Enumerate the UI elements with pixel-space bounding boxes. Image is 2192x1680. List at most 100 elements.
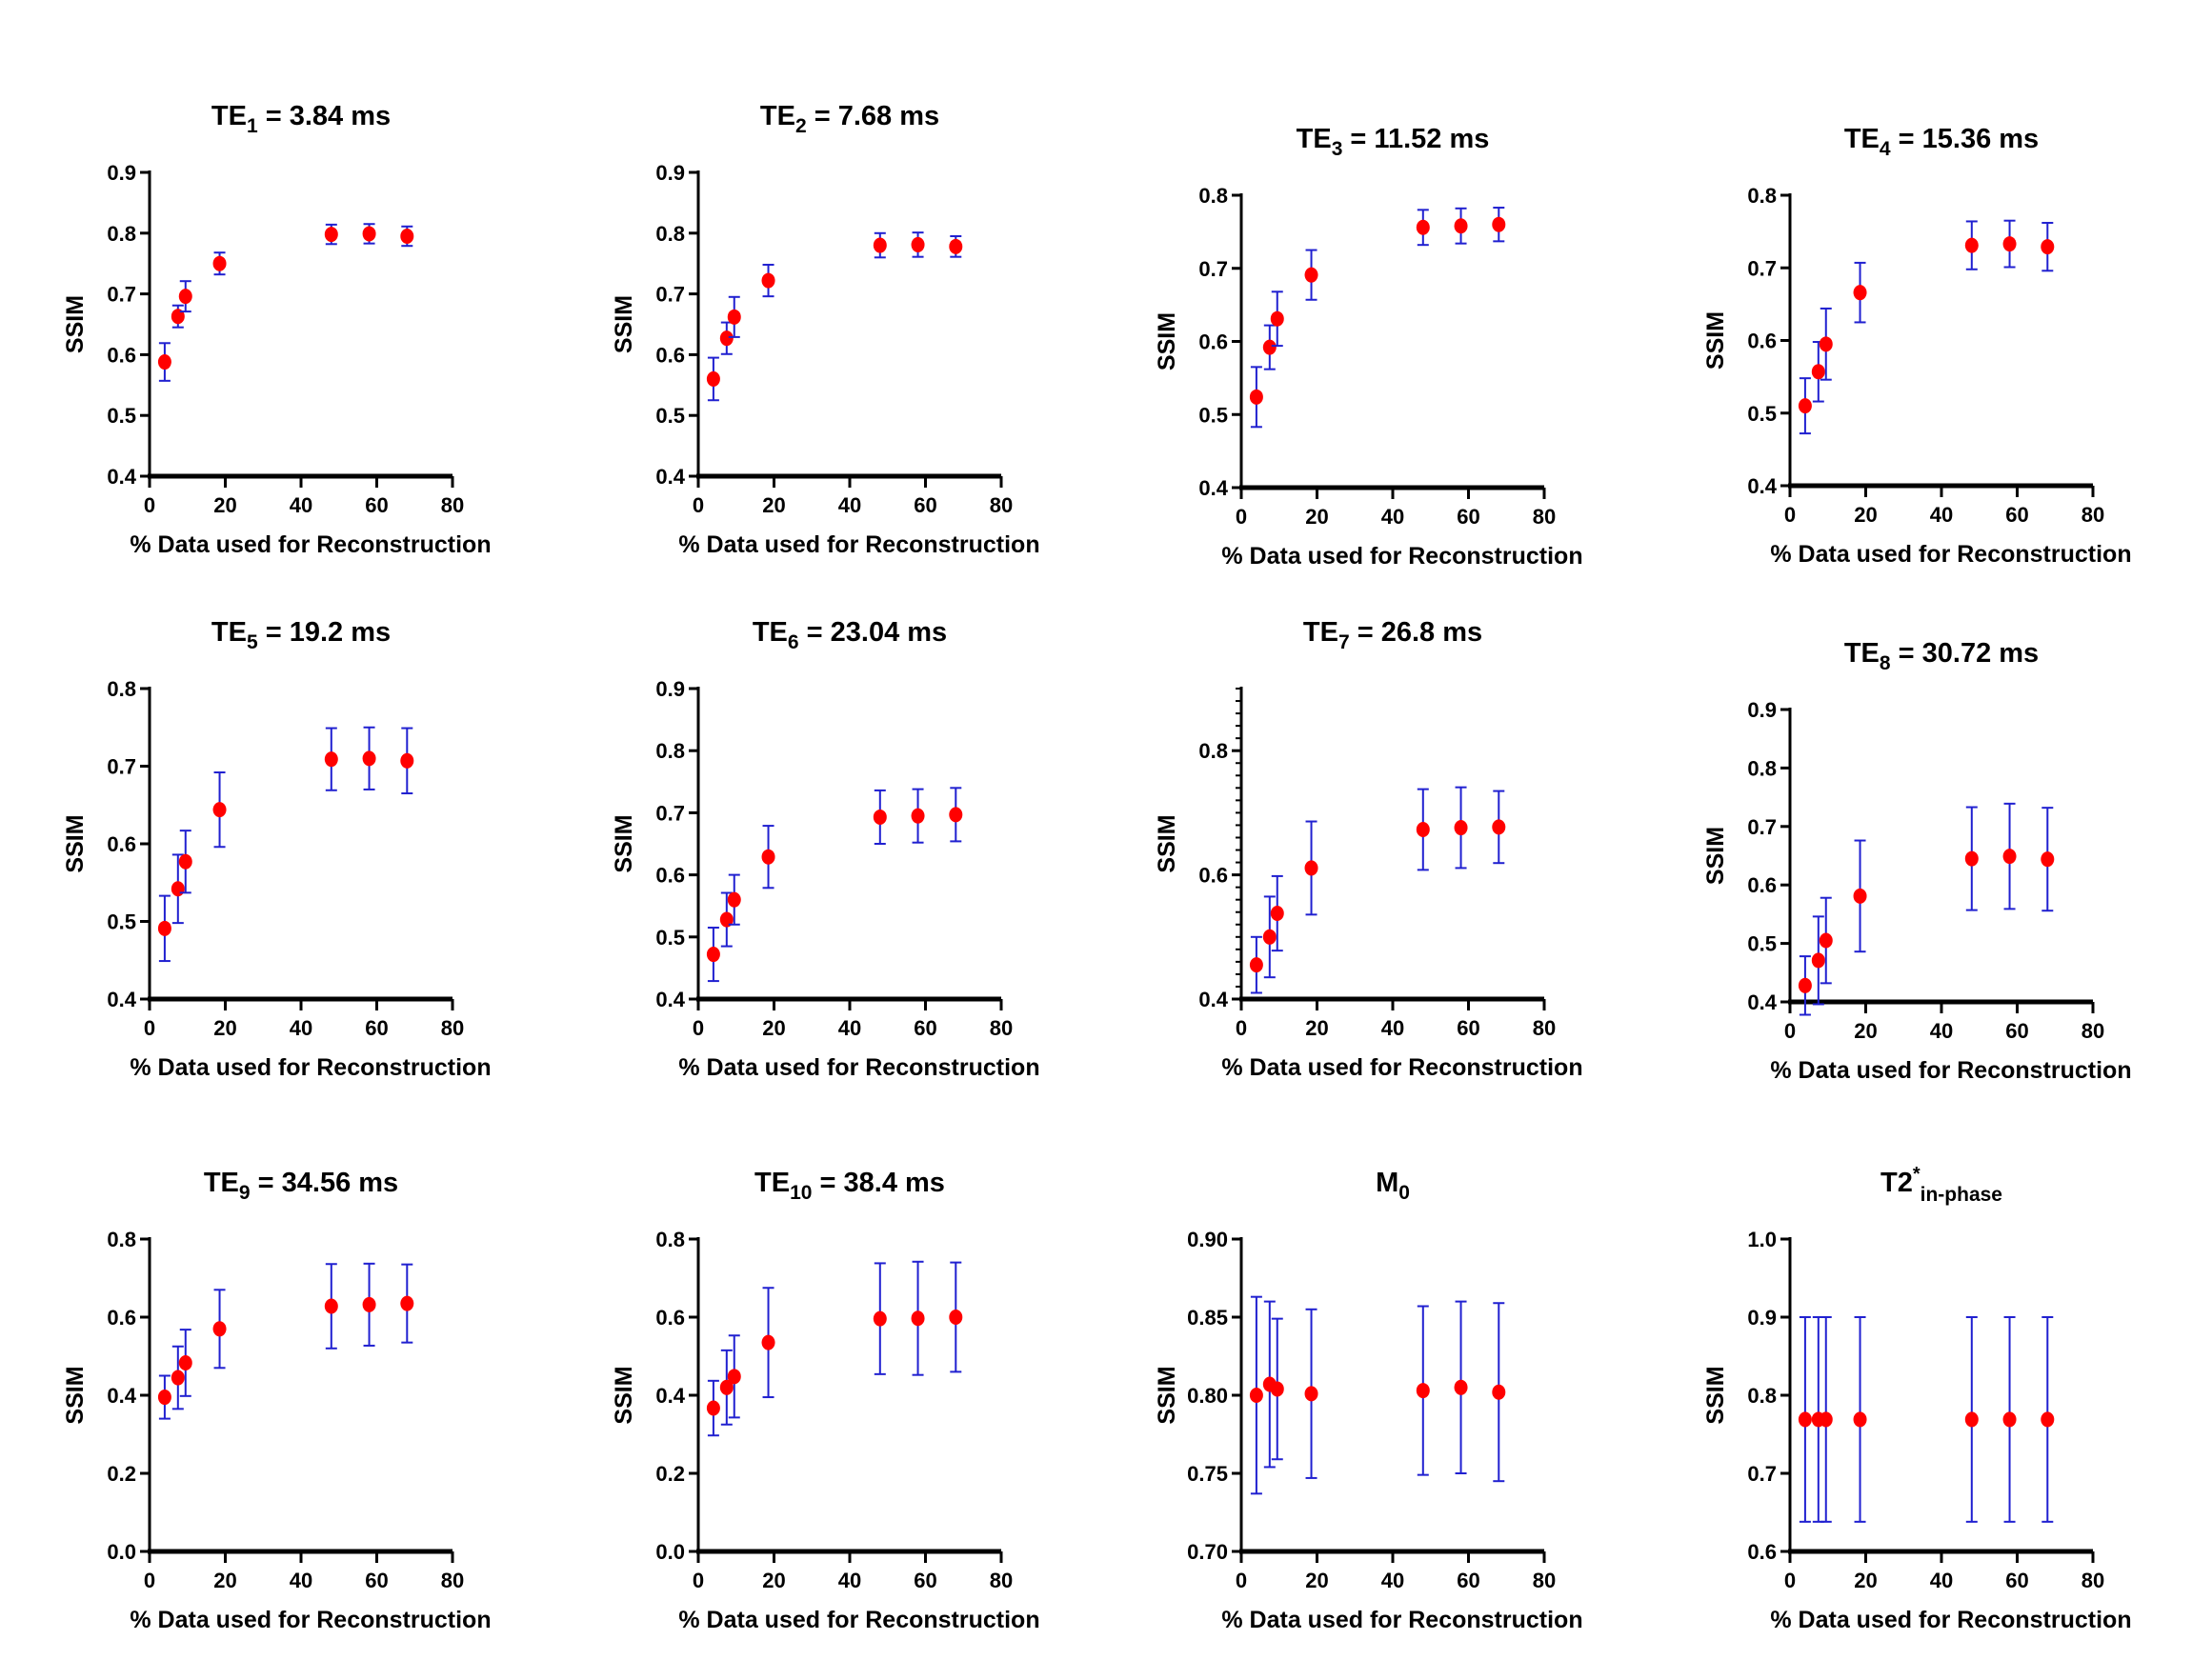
x-tick-label: 60 (1457, 505, 1479, 529)
y-tick-label: 0.6 (107, 832, 136, 856)
chart-title: T2*in-phase (1880, 1164, 2002, 1206)
data-point (2002, 849, 2017, 865)
y-tick-label: 0.6 (655, 343, 685, 367)
x-tick-label: 40 (290, 493, 312, 517)
x-tick-label: 40 (838, 493, 861, 517)
data-point (2041, 239, 2055, 255)
data-point (1819, 932, 1833, 949)
data-point (1249, 389, 1263, 405)
x-tick-label: 60 (365, 1569, 388, 1592)
chart-panel-8: TE8 = 30.72 ms 0.4 0.5 0.6 0.7 0.8 0.9 0 20 40 60 8… (1702, 638, 2132, 1084)
data-point (2041, 851, 2055, 868)
y-tick-label: 0.5 (107, 404, 136, 428)
data-point (1819, 336, 1833, 352)
data-point (1304, 267, 1318, 283)
data-point (873, 809, 887, 825)
x-axis-label: % Data used for Reconstruction (678, 531, 1039, 558)
x-tick-label: 20 (762, 493, 785, 517)
chart-title: TE9 = 34.56 ms (204, 1168, 398, 1204)
data-point (2041, 1411, 2055, 1428)
y-tick-label: 0.8 (1198, 739, 1228, 763)
x-tick-label: 0 (144, 1016, 155, 1040)
x-tick-label: 0 (1236, 1569, 1247, 1592)
x-tick-label: 0 (1784, 1019, 1796, 1043)
data-point (1811, 952, 1825, 969)
x-tick-label: 0 (693, 1016, 704, 1040)
chart-title: TE3 = 11.52 ms (1297, 124, 1490, 160)
y-axis-label: SSIM (1702, 1366, 1729, 1424)
data-point (1853, 285, 1867, 301)
chart-panel-1: TE1 = 3.84 ms 0.4 0.5 0.6 0.7 0.8 0.9 0 20 40 60 80… (62, 101, 492, 558)
data-point (362, 750, 376, 767)
y-tick-label: 0.8 (107, 677, 136, 701)
y-tick-label: 0.6 (655, 1306, 685, 1330)
y-tick-label: 0.6 (1198, 330, 1228, 354)
x-tick-label: 20 (1854, 1569, 1877, 1592)
data-point (157, 1390, 171, 1406)
x-tick-label: 20 (1305, 1569, 1328, 1592)
y-tick-label: 0.6 (1198, 864, 1228, 888)
data-point (1262, 929, 1277, 945)
x-tick-label: 0 (693, 493, 704, 517)
data-point (1853, 888, 1867, 904)
x-tick-label: 40 (290, 1016, 312, 1040)
y-tick-label: 0.6 (655, 864, 685, 888)
x-tick-label: 60 (365, 493, 388, 517)
data-point (1492, 216, 1506, 232)
y-tick-label: 0.7 (1747, 1462, 1777, 1486)
y-tick-label: 0.4 (107, 1384, 136, 1408)
y-tick-label: 0.8 (1198, 184, 1228, 208)
x-tick-label: 60 (1457, 1016, 1479, 1040)
chart-title: TE7 = 26.8 ms (1303, 617, 1482, 653)
chart-panel-11: M0 0.70 0.75 0.80 0.85 0.90 0 20 40 60 80 % Data us… (1154, 1168, 1583, 1633)
x-tick-label: 40 (1381, 505, 1404, 529)
x-tick-label: 80 (441, 1016, 464, 1040)
data-point (911, 236, 925, 252)
x-tick-label: 0 (144, 493, 155, 517)
data-point (706, 1400, 720, 1416)
x-tick-label: 60 (914, 1569, 936, 1592)
x-tick-label: 40 (1381, 1569, 1404, 1592)
y-tick-label: 0.4 (1747, 474, 1777, 498)
data-point (1964, 850, 1979, 867)
y-tick-label: 0.7 (1747, 256, 1777, 280)
data-point (171, 1370, 185, 1386)
y-tick-label: 0.4 (1747, 990, 1777, 1014)
y-tick-label: 0.9 (655, 161, 685, 185)
data-point (1492, 819, 1506, 835)
data-point (400, 752, 414, 769)
y-tick-label: 0.9 (655, 677, 685, 701)
y-tick-label: 0.9 (107, 161, 136, 185)
x-axis-label: % Data used for Reconstruction (678, 1607, 1039, 1633)
y-axis-label: SSIM (611, 814, 637, 872)
x-tick-label: 0 (1784, 1569, 1796, 1592)
data-point (706, 947, 720, 963)
chart-title: M0 (1376, 1168, 1410, 1204)
data-point (324, 751, 338, 768)
x-tick-label: 60 (914, 1016, 936, 1040)
x-tick-label: 20 (1305, 505, 1328, 529)
x-axis-label: % Data used for Reconstruction (1221, 1607, 1582, 1633)
y-tick-label: 0.4 (655, 988, 685, 1011)
chart-title: TE8 = 30.72 ms (1844, 638, 2039, 674)
y-tick-label: 0.8 (655, 222, 685, 246)
x-tick-label: 80 (441, 493, 464, 517)
y-axis-label: SSIM (62, 814, 89, 872)
x-tick-label: 0 (1784, 503, 1796, 527)
data-point (212, 802, 227, 818)
x-axis-label: % Data used for Reconstruction (678, 1054, 1039, 1081)
data-point (171, 881, 185, 897)
y-tick-label: 0.8 (107, 1228, 136, 1251)
data-point (1798, 1411, 1812, 1428)
data-point (949, 238, 963, 254)
data-point (324, 227, 338, 243)
x-axis-label: % Data used for Reconstruction (1770, 1607, 2131, 1633)
chart-title: TE1 = 3.84 ms (211, 101, 391, 137)
data-point (761, 272, 775, 289)
y-tick-label: 0.7 (655, 801, 685, 825)
y-tick-label: 0.6 (1747, 873, 1777, 897)
y-tick-label: 0.4 (655, 1384, 685, 1408)
x-tick-label: 80 (2081, 1569, 2104, 1592)
chart-panel-2: TE2 = 7.68 ms 0.4 0.5 0.6 0.7 0.8 0.9 0 20 40 60 80… (611, 101, 1040, 558)
